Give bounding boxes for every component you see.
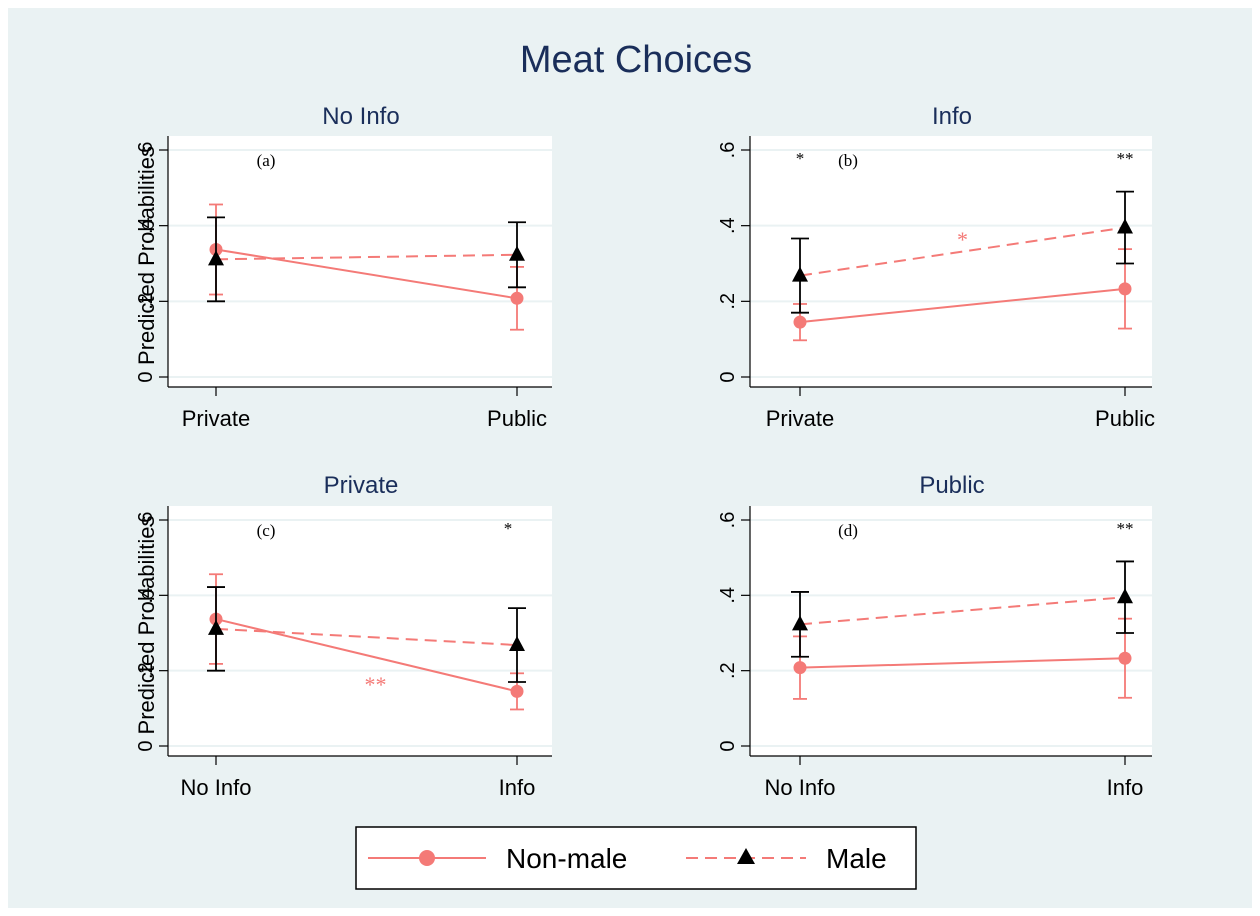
y-tick-label: .6 [135, 512, 157, 529]
y-axis-title: Predicted Probabilities [134, 516, 159, 735]
series-line [799, 657, 1126, 669]
x-tick-label: Private [182, 406, 250, 431]
y-tick-label: .4 [135, 587, 157, 604]
series-line [799, 596, 1126, 626]
series-male [207, 216, 526, 303]
data-point-circle [510, 684, 524, 698]
y-tick-label: .2 [135, 662, 157, 679]
panel-3: 0 .2 .4 .6 No Info Info Private Predicted Proba… [134, 472, 552, 800]
data-point-triangle [208, 619, 224, 635]
x-tick-label: No Info [181, 775, 252, 800]
legend-marker-male [737, 848, 755, 864]
plot-area [168, 136, 552, 387]
y-tick-label: .2 [717, 293, 739, 310]
data-point-triangle [1117, 588, 1133, 604]
y-tick-label: .6 [717, 512, 739, 529]
y-tick-label: .2 [717, 662, 739, 679]
series-line [215, 253, 518, 261]
panel-letter: (c) [257, 521, 276, 540]
panels: 0 .2 .4 .6 Private Public No Info Predicted Pro… [134, 103, 1155, 800]
data-point-circle [793, 315, 807, 329]
y-tick-label: 0 [135, 740, 157, 751]
y-tick-label: .4 [717, 217, 739, 234]
series-male [207, 586, 526, 683]
panel-title: No Info [322, 103, 399, 130]
series-male [791, 190, 1134, 314]
series-line [799, 226, 1126, 277]
data-point-triangle [792, 266, 808, 282]
significance-marker: * [504, 519, 513, 538]
y-tick-label: .4 [717, 587, 739, 604]
significance-marker: ** [1117, 149, 1134, 168]
series-male [791, 560, 1134, 658]
data-point-circle [510, 291, 524, 305]
y-axis-title: Predicted Probabilities [134, 146, 159, 365]
panel-title: Private [324, 472, 399, 499]
series-line [215, 248, 518, 300]
data-point-triangle [208, 250, 224, 266]
panel-1: 0 .2 .4 .6 Private Public No Info Predicted Pro… [134, 103, 552, 431]
plot-area [168, 506, 552, 756]
panel-letter: (d) [838, 521, 858, 540]
legend-label-male: Male [826, 843, 887, 874]
y-tick-label: .4 [135, 217, 157, 234]
data-point-triangle [509, 636, 525, 652]
y-tick-label: 0 [135, 371, 157, 382]
data-point-circle [1118, 651, 1132, 665]
figure-title: Meat Choices [520, 39, 752, 81]
panel-4: 0 .2 .4 .6 No Info Info Public (d) ** [717, 472, 1152, 800]
y-tick-label: .2 [135, 293, 157, 310]
panel-letter: (b) [838, 151, 858, 170]
panel-letter: (a) [257, 151, 276, 170]
x-tick-label: Private [766, 406, 834, 431]
plot-area [750, 136, 1152, 387]
y-tick-label: .6 [135, 142, 157, 159]
panel-title: Public [919, 472, 984, 499]
y-tick-label: 0 [717, 740, 739, 751]
panel-title: Info [932, 103, 972, 130]
series-line [799, 287, 1126, 324]
significance-marker: ** [365, 672, 387, 697]
significance-marker: ** [1117, 519, 1134, 538]
series-line [215, 627, 518, 647]
data-point-circle [1118, 282, 1132, 296]
x-tick-label: No Info [765, 775, 836, 800]
significance-marker: * [796, 149, 805, 168]
legend: Non-male Male [355, 826, 917, 890]
data-point-circle [793, 661, 807, 675]
data-point-triangle [1117, 218, 1133, 234]
x-tick-label: Info [499, 775, 536, 800]
series-line [215, 618, 518, 693]
legend-label-non-male: Non-male [506, 843, 627, 874]
y-tick-label: .6 [717, 142, 739, 159]
significance-marker: * [957, 227, 968, 252]
series-non-male [793, 248, 1132, 342]
data-point-triangle [792, 615, 808, 631]
x-tick-label: Info [1107, 775, 1144, 800]
x-tick-label: Public [1095, 406, 1155, 431]
legend-marker-non-male [419, 850, 435, 866]
plot-area [750, 506, 1152, 756]
y-tick-label: 0 [717, 371, 739, 382]
data-point-triangle [509, 245, 525, 261]
x-tick-label: Public [487, 406, 547, 431]
